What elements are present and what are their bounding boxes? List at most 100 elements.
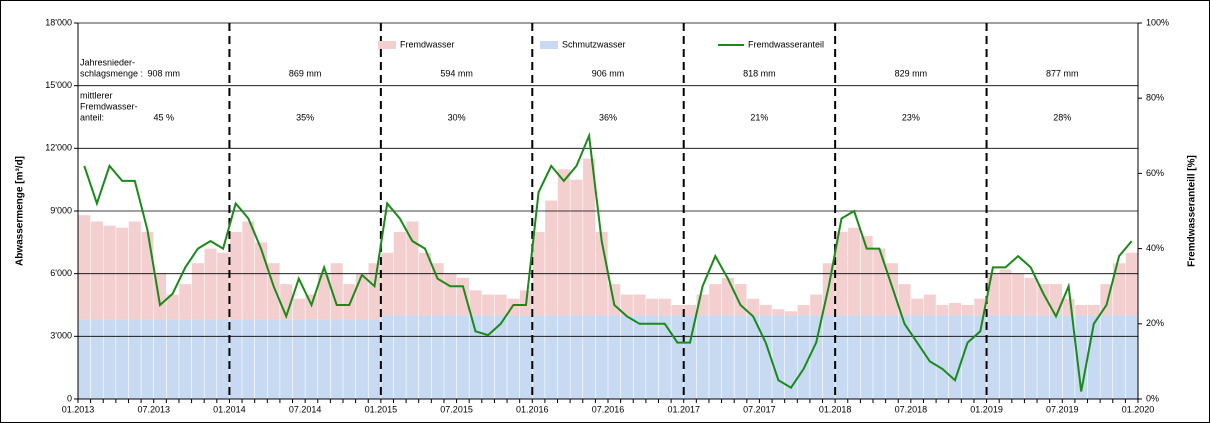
bar bbox=[873, 315, 886, 399]
bar bbox=[1012, 315, 1025, 399]
bar bbox=[923, 315, 936, 399]
y2-tick-label: 100% bbox=[1146, 17, 1169, 27]
bar bbox=[154, 319, 167, 399]
y2-axis-title: Fremdwasseranteill [%] bbox=[1187, 155, 1198, 267]
share-value: 30% bbox=[448, 112, 466, 122]
x-tick-label: 07.2019 bbox=[1046, 404, 1079, 414]
bar bbox=[242, 221, 255, 320]
bar bbox=[911, 315, 924, 399]
y-axis-title: Abwassermenge [m³/d] bbox=[15, 156, 26, 266]
share-label: Fremdwasser- bbox=[80, 101, 138, 111]
bar bbox=[671, 315, 684, 399]
bar bbox=[986, 315, 999, 399]
bar bbox=[784, 311, 797, 316]
bar bbox=[797, 315, 810, 399]
bar bbox=[166, 294, 179, 320]
x-tick-label: 01.2020 bbox=[1122, 404, 1155, 414]
bar bbox=[381, 315, 394, 399]
bar bbox=[709, 284, 722, 316]
bar bbox=[217, 319, 230, 399]
bar bbox=[583, 315, 596, 399]
bar bbox=[734, 284, 747, 316]
bar bbox=[1049, 315, 1062, 399]
precip-label: Jahresnieder- bbox=[80, 57, 135, 67]
x-tick-label: 01.2019 bbox=[970, 404, 1003, 414]
bar bbox=[103, 225, 116, 320]
precip-value: 594 mm bbox=[440, 68, 473, 78]
bar bbox=[229, 231, 242, 320]
y-tick-label: 0 bbox=[67, 393, 72, 403]
share-value: 36% bbox=[599, 112, 617, 122]
share-value: 28% bbox=[1053, 112, 1071, 122]
bar bbox=[1087, 305, 1100, 316]
x-tick-label: 01.2016 bbox=[516, 404, 549, 414]
precip-value: 906 mm bbox=[592, 68, 625, 78]
bar bbox=[810, 294, 823, 316]
bar bbox=[557, 315, 570, 399]
x-tick-label: 01.2018 bbox=[819, 404, 852, 414]
bar bbox=[305, 319, 318, 399]
bar bbox=[860, 236, 873, 316]
bar bbox=[860, 315, 873, 399]
bar bbox=[570, 315, 583, 399]
bar bbox=[1037, 315, 1050, 399]
legend-swatch bbox=[378, 41, 396, 49]
bar bbox=[318, 319, 331, 399]
bar bbox=[772, 309, 785, 316]
share-line bbox=[83, 131, 1133, 392]
y-tick-label: 18'000 bbox=[45, 17, 72, 27]
bar bbox=[1113, 263, 1126, 316]
bar bbox=[721, 315, 734, 399]
precip-value: 877 mm bbox=[1046, 68, 1079, 78]
bar bbox=[343, 284, 356, 320]
y2-tick-label: 80% bbox=[1146, 93, 1164, 103]
bar bbox=[949, 315, 962, 399]
bar bbox=[848, 315, 861, 399]
bar bbox=[911, 298, 924, 316]
bar bbox=[128, 319, 141, 399]
precip-value: 869 mm bbox=[289, 68, 322, 78]
bar bbox=[570, 179, 583, 316]
bar bbox=[646, 315, 659, 399]
bar bbox=[292, 319, 305, 399]
bar bbox=[368, 263, 381, 320]
share-value: 21% bbox=[750, 112, 768, 122]
bar bbox=[747, 298, 760, 316]
bar bbox=[368, 319, 381, 399]
bar bbox=[217, 252, 230, 320]
bar bbox=[646, 298, 659, 316]
y-tick-label: 6'000 bbox=[50, 268, 72, 278]
bar bbox=[709, 315, 722, 399]
bar bbox=[545, 200, 558, 316]
bar bbox=[519, 315, 532, 399]
bar bbox=[822, 315, 835, 399]
bar bbox=[431, 315, 444, 399]
bar bbox=[633, 315, 646, 399]
x-tick-label: 07.2016 bbox=[592, 404, 625, 414]
bars bbox=[78, 158, 1138, 399]
x-tick-label: 07.2015 bbox=[440, 404, 473, 414]
bar bbox=[78, 319, 91, 399]
bar bbox=[923, 294, 936, 316]
x-tick-label: 01.2015 bbox=[365, 404, 398, 414]
bar bbox=[633, 294, 646, 316]
bar bbox=[848, 227, 861, 316]
bar bbox=[254, 242, 267, 320]
y-tick-label: 9'000 bbox=[50, 205, 72, 215]
share-value: 45 % bbox=[153, 112, 174, 122]
bar bbox=[1075, 305, 1088, 316]
bar bbox=[595, 315, 608, 399]
share-value: 35% bbox=[296, 112, 314, 122]
bar bbox=[835, 315, 848, 399]
bar bbox=[229, 319, 242, 399]
x-tick-label: 07.2014 bbox=[289, 404, 322, 414]
x-tick-label: 07.2017 bbox=[743, 404, 776, 414]
bar bbox=[684, 305, 697, 316]
bar bbox=[242, 319, 255, 399]
precip-value: 908 mm bbox=[147, 68, 180, 78]
bar bbox=[419, 315, 432, 399]
bar bbox=[355, 273, 368, 320]
bar bbox=[393, 315, 406, 399]
bar bbox=[381, 252, 394, 316]
bar bbox=[494, 294, 507, 316]
